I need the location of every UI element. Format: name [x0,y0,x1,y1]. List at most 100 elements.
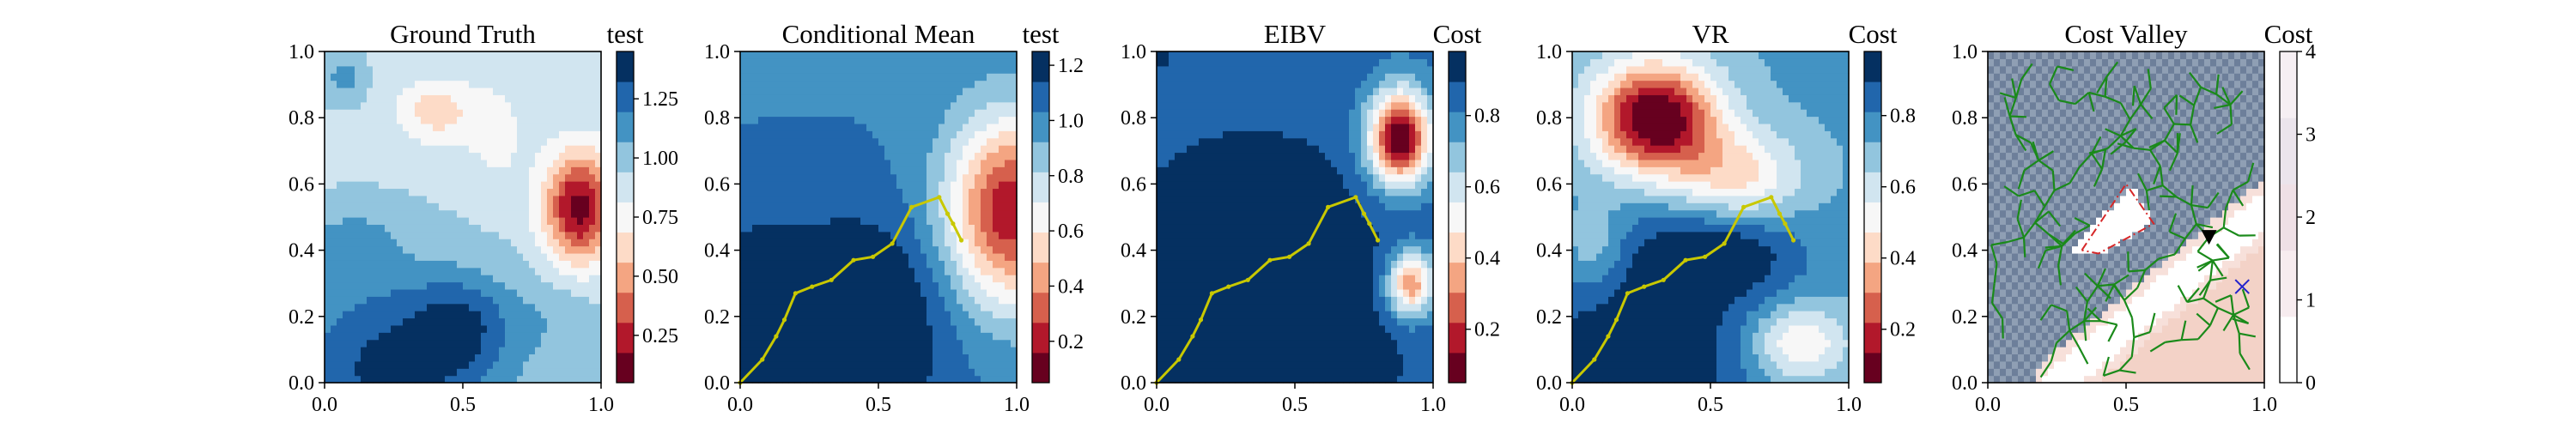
heatmap-cell [355,173,361,182]
heatmap-cell [914,109,921,118]
heatmap-cell [427,281,434,290]
heatmap-cell [415,347,422,355]
heatmap-cell [1199,65,1206,74]
heatmap-cell [565,159,572,167]
heatmap-cell [800,80,807,88]
heatmap-cell [872,159,879,167]
heatmap-cell [355,73,361,82]
heatmap-cell [355,245,361,254]
heatmap-cell [993,58,999,67]
heatmap-cell [830,87,837,95]
heatmap-cell [457,375,464,384]
heatmap-cell [1011,94,1018,103]
heatmap-cell [535,303,542,311]
heatmap-cell [969,275,975,283]
heatmap-cell [511,73,518,82]
heatmap-cell [770,311,777,319]
heatmap-cell [824,267,831,275]
heatmap-cell [523,65,530,74]
heatmap-cell [367,267,374,275]
heatmap-cell [541,281,548,290]
heatmap-cell [547,224,554,233]
heatmap-cell [830,375,837,384]
heatmap-cell [577,353,584,362]
heatmap-cell [553,339,560,347]
heatmap-cell [1241,303,1248,311]
heatmap-cell [824,209,831,218]
heatmap-cell [927,173,933,182]
heatmap-cell [1181,311,1188,319]
heatmap-cell [836,368,843,377]
heatmap-cell [1169,368,1176,377]
heatmap-cell [920,80,927,88]
heatmap-cell [1187,116,1194,124]
heatmap-cell [541,109,548,118]
heatmap-cell [951,65,957,74]
heatmap-cell [565,231,572,239]
heatmap-cell [896,152,903,160]
heatmap-cell [752,188,759,196]
heatmap-cell [1199,58,1206,67]
heatmap-cell [806,317,813,326]
heatmap-cell [746,152,753,160]
heatmap-cell [415,339,422,347]
heatmap-cell [969,239,975,247]
heatmap-cell [397,80,404,88]
heatmap-cell [1181,360,1188,369]
heatmap-cell [993,303,999,311]
heatmap-cell [1169,296,1176,305]
heatmap-cell [595,252,602,261]
heatmap-cell [854,173,861,182]
heatmap-cell [463,173,470,182]
heatmap-cell [993,152,999,160]
heatmap-cell [415,217,422,225]
heatmap-cell [1223,209,1230,218]
heatmap-cell [806,311,813,319]
heatmap-cell [999,368,1005,377]
heatmap-cell [957,94,963,103]
heatmap-cell [565,51,572,59]
heatmap-cell [890,130,897,139]
heatmap-cell [818,209,825,218]
heatmap-cell [842,123,849,131]
heatmap-cell [848,58,855,67]
heatmap-cell [547,181,554,190]
heatmap-cell [391,152,398,160]
heatmap-cell [337,231,343,239]
heatmap-cell [373,353,380,362]
heatmap-cell [951,303,957,311]
heatmap-cell [475,58,482,67]
heatmap-cell [1175,360,1182,369]
heatmap-cell [788,303,795,311]
heatmap-cell [421,311,428,319]
heatmap-cell [493,231,500,239]
heatmap-cell [987,209,993,218]
heatmap-cell [1193,311,1200,319]
heatmap-cell [391,260,398,269]
heatmap-cell [1181,159,1188,167]
heatmap-cell [391,130,398,139]
heatmap-cell [493,65,500,74]
heatmap-cell [740,51,747,59]
y-tick-label: 0.4 [289,240,314,263]
heatmap-cell [836,245,843,254]
heatmap-cell [1193,275,1200,283]
heatmap-cell [541,73,548,82]
heatmap-cell [776,137,783,146]
heatmap-cell [415,173,422,182]
heatmap-cell [794,360,801,369]
heatmap-cell [523,137,530,146]
heatmap-cell [469,275,476,283]
heatmap-cell [764,267,771,275]
heatmap-cell [373,209,380,218]
heatmap-cell [1157,73,1163,82]
heatmap-cell [776,152,783,160]
heatmap-cell [993,109,999,118]
heatmap-cell [529,375,536,384]
colorbar-tick-label: 1.00 [642,148,678,170]
heatmap-cell [794,145,801,154]
heatmap-cell [511,116,518,124]
heatmap-cell [812,353,819,362]
heatmap-cell [824,73,831,82]
heatmap-cell [385,375,392,384]
